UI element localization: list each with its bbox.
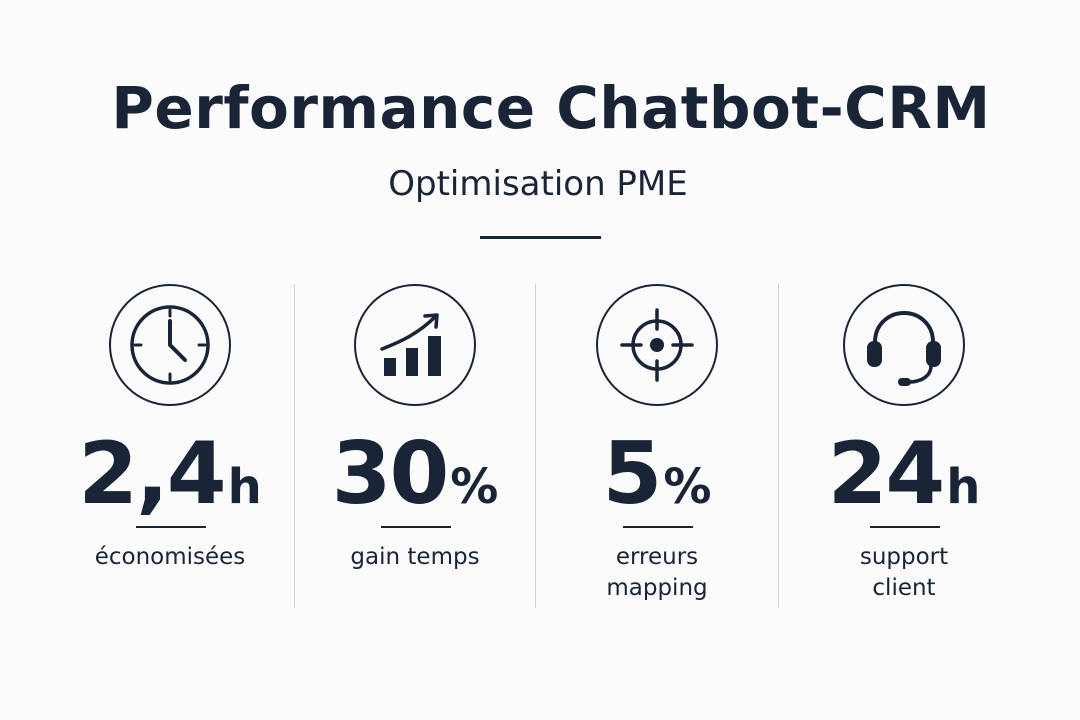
metric-label: économisées <box>94 544 246 570</box>
value-underline <box>381 526 451 528</box>
metric-value: 2,4h <box>78 424 262 524</box>
value-underline <box>136 526 206 528</box>
metric-value: 30% <box>331 424 499 524</box>
metric-label: gain temps <box>350 544 480 570</box>
value-underline <box>623 526 693 528</box>
target-icon <box>596 284 718 406</box>
growth-chart-icon <box>354 284 476 406</box>
clock-icon <box>109 284 231 406</box>
value-underline <box>870 526 940 528</box>
title-underline <box>480 236 601 239</box>
metric-time-gain: 30% gain temps <box>295 284 535 614</box>
page-subtitle: Optimisation PME <box>388 164 688 204</box>
metric-label: erreurs mapping <box>606 544 708 601</box>
page-title: Performance Chatbot-CRM <box>111 74 991 142</box>
metric-mapping-errors: 5% erreurs mapping <box>537 284 777 614</box>
column-divider <box>535 284 536 608</box>
metric-customer-support: 24h support client <box>784 284 1024 614</box>
column-divider <box>294 284 295 608</box>
metric-value: 5% <box>602 424 712 524</box>
metric-value: 24h <box>827 424 981 524</box>
metric-label: support client <box>859 544 949 601</box>
metric-time-saved: 2,4h économisées <box>50 284 290 614</box>
column-divider <box>778 284 779 608</box>
headset-icon <box>843 284 965 406</box>
